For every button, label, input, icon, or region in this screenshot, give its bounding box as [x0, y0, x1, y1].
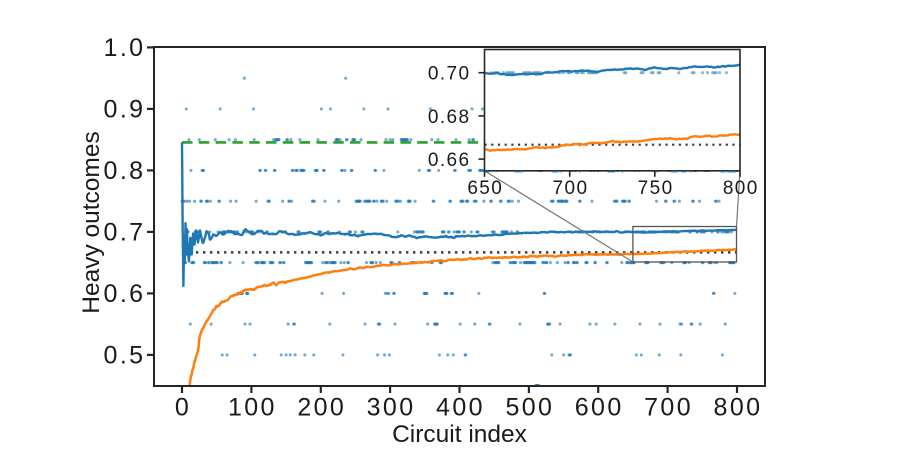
svg-text:0.70: 0.70 [428, 64, 471, 85]
svg-text:500: 500 [505, 394, 554, 422]
svg-text:400: 400 [436, 394, 485, 422]
svg-text:800: 800 [723, 178, 759, 199]
svg-text:200: 200 [297, 394, 346, 422]
svg-text:750: 750 [638, 178, 674, 199]
svg-text:Circuit index: Circuit index [392, 421, 527, 448]
svg-text:0: 0 [175, 394, 191, 422]
svg-text:0.7: 0.7 [104, 218, 146, 246]
svg-text:1.0: 1.0 [104, 34, 146, 62]
svg-text:0.9: 0.9 [104, 95, 146, 123]
svg-text:800: 800 [714, 394, 763, 422]
svg-text:0.5: 0.5 [104, 341, 146, 369]
svg-text:0.6: 0.6 [104, 280, 146, 308]
svg-text:100: 100 [228, 394, 277, 422]
svg-text:650: 650 [467, 178, 503, 199]
svg-text:Heavy outcomes: Heavy outcomes [78, 131, 105, 313]
svg-text:700: 700 [553, 178, 589, 199]
svg-text:700: 700 [644, 394, 693, 422]
svg-text:0.68: 0.68 [428, 107, 471, 128]
svg-text:0.8: 0.8 [104, 157, 146, 185]
svg-text:600: 600 [575, 394, 624, 422]
svg-text:300: 300 [367, 394, 416, 422]
svg-text:0.66: 0.66 [428, 150, 471, 171]
